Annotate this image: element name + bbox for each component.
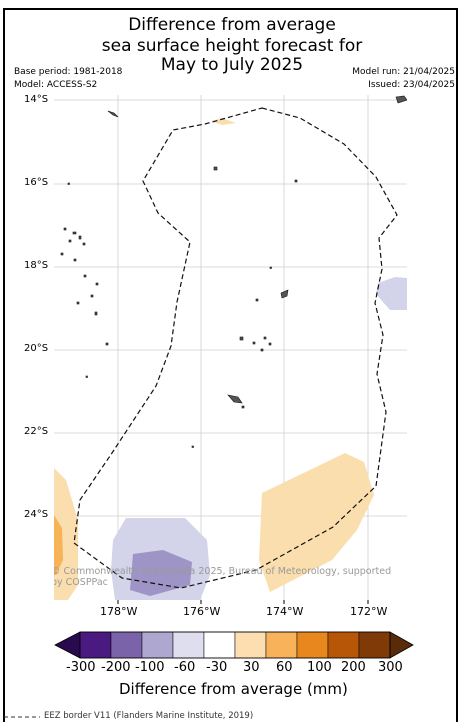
anomaly-neg60-east [376, 277, 407, 310]
colorbar-cell [234, 631, 267, 659]
base-period: Base period: 1981-2018 [14, 67, 123, 77]
colorbar-cell [265, 631, 298, 659]
colorbar-tick-8: 100 [307, 660, 332, 675]
credit-line-2: by COSPPac [51, 577, 108, 588]
lat-label-18s: 18°S [24, 260, 49, 271]
lat-label-20s: 20°S [24, 343, 49, 354]
colorbar-cell [296, 631, 329, 659]
colorbar-label: Difference from average (mm) [119, 680, 348, 698]
colorbar-tick-2: -200 [101, 660, 131, 675]
colorbar-extend-high [389, 631, 414, 659]
colorbar-tick-10: 300 [378, 660, 403, 675]
lat-label-14s: 14°S [24, 94, 49, 105]
legend-eez-label: EEZ border V11 (Flanders Marine Institut… [44, 711, 254, 721]
figure-frame [3, 8, 458, 722]
anomaly-pos30-north [211, 118, 236, 125]
colorbar-tick-7: 60 [276, 660, 293, 675]
colorbar-tick-1: -300 [66, 660, 96, 675]
title-line-2: sea surface height forecast for [101, 36, 363, 56]
colorbar-cell [79, 631, 112, 659]
colorbar [54, 631, 414, 659]
title-line-3: May to July 2025 [160, 55, 304, 75]
credit-line-1: © Commonwealth of Australia 2025, Bureau… [51, 566, 391, 577]
eez-border [73, 107, 398, 589]
lon-label-176w: 176°W [183, 605, 221, 618]
gridlines [54, 95, 407, 600]
colorbar-cell [358, 631, 391, 659]
lon-label-174w: 174°W [266, 605, 304, 618]
colorbar-extend-low [54, 631, 81, 659]
anomaly-pos30-east [259, 453, 374, 592]
colorbar-tick-4: -60 [174, 660, 196, 675]
model-run: Model run: 21/04/2025 [352, 67, 455, 77]
colorbar-cell [172, 631, 205, 659]
lat-label-22s: 22°S [24, 426, 49, 437]
anomaly-pos30-west [54, 468, 78, 600]
colorbar-tick-9: 200 [341, 660, 366, 675]
lat-label-24s: 24°S [24, 509, 49, 520]
colorbar-cell [141, 631, 174, 659]
anomaly-pos60-west [54, 515, 63, 575]
issued-date: Issued: 23/04/2025 [368, 80, 455, 90]
model-name: Model: ACCESS-S2 [14, 80, 98, 90]
lon-label-172w: 172°W [350, 605, 388, 618]
lat-label-16s: 16°S [24, 177, 49, 188]
colorbar-cell [203, 631, 236, 659]
axis-ticks [117, 600, 369, 604]
colorbar-tick-6: 30 [243, 660, 260, 675]
lon-label-178w: 178°W [100, 605, 138, 618]
anomaly-neg100-south [130, 550, 192, 596]
colorbar-tick-5: -30 [206, 660, 228, 675]
colorbar-tick-3: -100 [135, 660, 165, 675]
colorbar-cell [327, 631, 360, 659]
islands [60, 95, 407, 448]
colorbar-cell [110, 631, 143, 659]
title-line-1: Difference from average [128, 15, 336, 35]
